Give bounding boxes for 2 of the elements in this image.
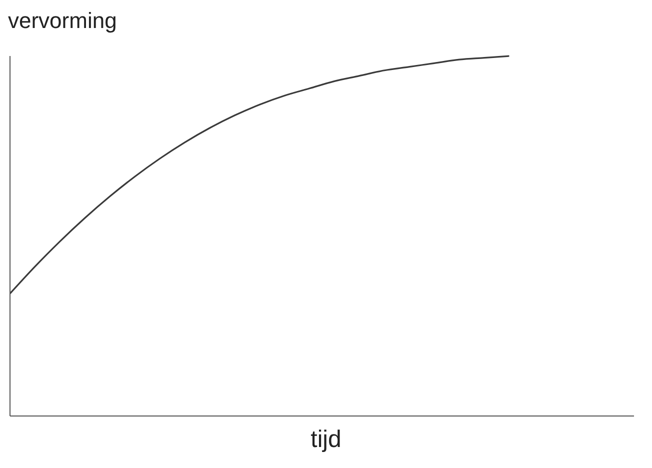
y-axis-title: vervorming <box>8 8 117 34</box>
x-axis-title: tijd <box>310 426 342 454</box>
